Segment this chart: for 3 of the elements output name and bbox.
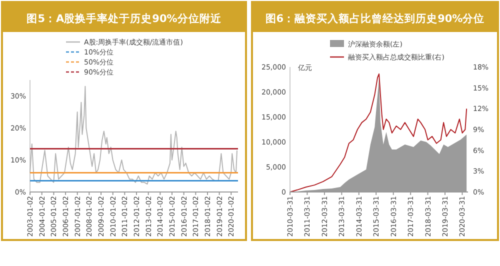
line-series — [30, 86, 238, 184]
chart-title: 图6：融资买入额占比曾经达到历史90%分位 — [265, 12, 485, 25]
chart-title: 图5：A股换手率处于历史90%分位附近 — [26, 12, 222, 25]
